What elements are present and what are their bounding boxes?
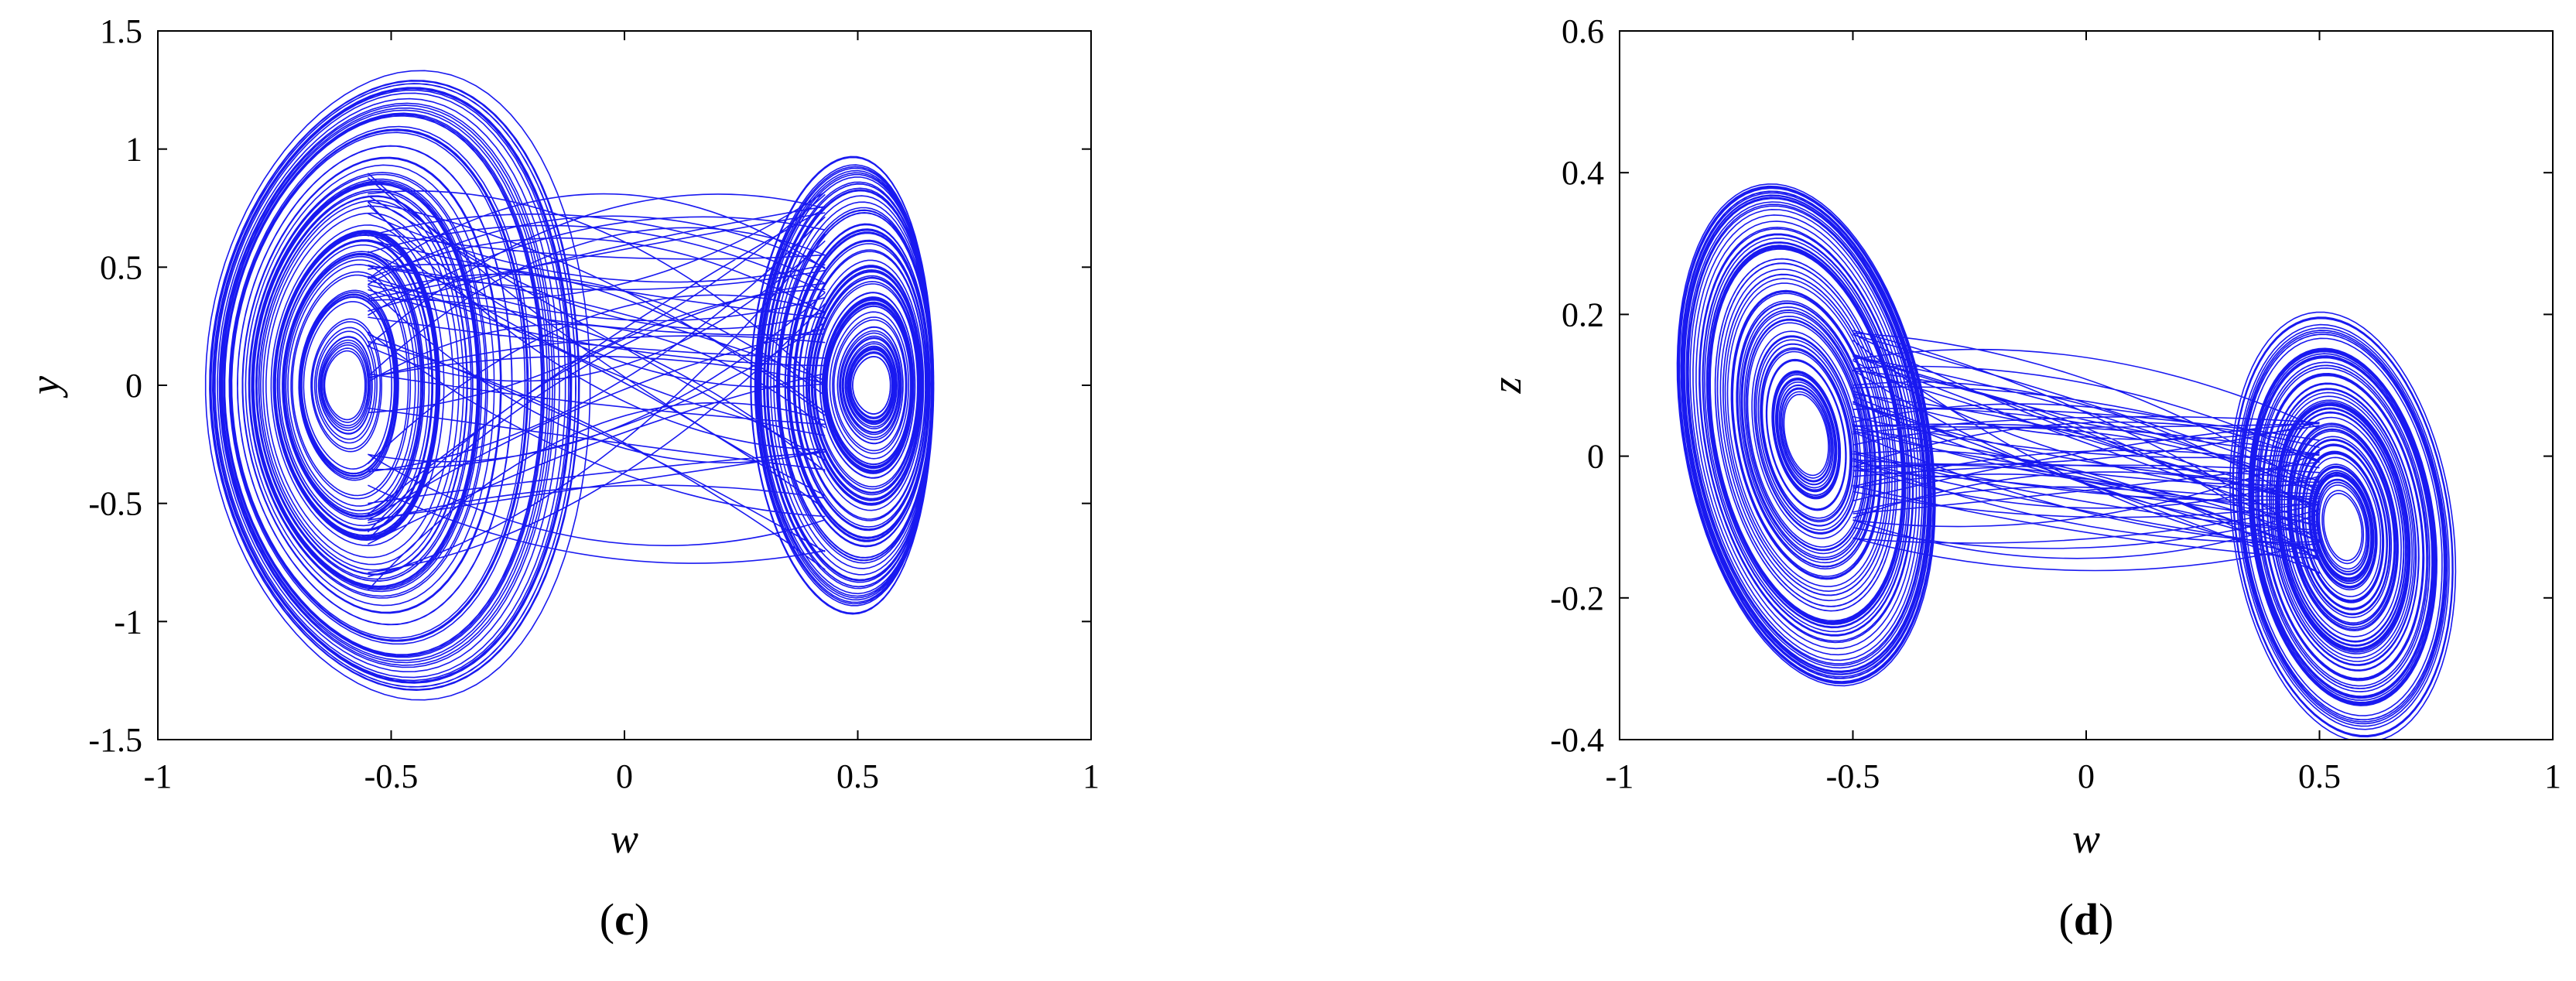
panel-label-d-letter: d	[2074, 894, 2099, 945]
x-axis-title-c: w	[611, 815, 638, 862]
x-tick-label-c: 1	[1083, 757, 1100, 795]
trajectory-line-d	[1676, 183, 2457, 740]
x-tick-label-c: 0.5	[836, 757, 879, 795]
y-ticks-c: -1.5 -1 -0.5 0 0.5 1 1.5	[88, 12, 1091, 759]
y-axis-title-c: y	[22, 376, 68, 398]
y-tick-label-c: 1.5	[100, 12, 142, 50]
y-tick-label-d: -0.4	[1550, 721, 1604, 759]
panel-label-d: (d)	[2059, 894, 2114, 945]
panel-label-d-close: )	[2099, 894, 2113, 945]
y-axis-title-d: z	[1483, 377, 1530, 394]
trajectory-d	[1676, 183, 2457, 740]
x-ticks-d: -1 -0.5 0 0.5 1	[1606, 31, 2561, 795]
x-tick-label-c: -1	[144, 757, 173, 795]
x-tick-label-d: 0.5	[2298, 757, 2341, 795]
y-tick-label-c: 0.5	[100, 248, 142, 286]
chart-panel-d: -1 -0.5 0 0.5 1 -0.4 -0.2 0 0.2 0.4 0.6 w z (d)	[1483, 12, 2561, 945]
panel-label-c-close: )	[635, 894, 649, 945]
y-tick-label-d: 0	[1587, 438, 1604, 476]
plot-area-c	[158, 31, 1091, 740]
panel-label-c-letter: c	[614, 894, 635, 945]
x-ticks-c: -1 -0.5 0 0.5 1	[144, 31, 1100, 795]
panel-label-c-open: (	[600, 894, 614, 945]
x-tick-label-d: -0.5	[1826, 757, 1880, 795]
x-tick-label-d: 0	[2078, 757, 2095, 795]
y-tick-label-c: -1	[114, 603, 142, 641]
chart-panel-c: -1 -0.5 0 0.5 1 -1.5-1-0.500.511.5 w y (c)	[22, 12, 1100, 945]
y-tick-label-c: -0.5	[88, 485, 142, 523]
y-tick-label-d: 0.6	[1562, 12, 1604, 50]
x-axis-title-d: w	[2072, 815, 2100, 862]
panel-label-c: (c)	[600, 894, 649, 945]
y-tick-label-c: -1.5	[88, 721, 142, 759]
y-ticks-d: -0.4 -0.2 0 0.2 0.4 0.6	[1550, 12, 2553, 759]
trajectory-c	[204, 70, 935, 701]
y-tick-label-d: -0.2	[1550, 579, 1604, 617]
y-tick-label-c: 1	[125, 131, 142, 169]
x-tick-label-c: 0	[616, 757, 633, 795]
x-tick-label-d: -1	[1606, 757, 1634, 795]
y-tick-label-d: 0.4	[1562, 154, 1604, 192]
trajectory-line-c	[204, 70, 935, 701]
x-tick-label-d: 1	[2544, 757, 2561, 795]
y-tick-label-d: 0.2	[1562, 296, 1604, 333]
x-tick-label-c: -0.5	[364, 757, 419, 795]
y-tick-label-c: 0	[125, 367, 142, 405]
panel-label-d-open: (	[2059, 894, 2074, 945]
